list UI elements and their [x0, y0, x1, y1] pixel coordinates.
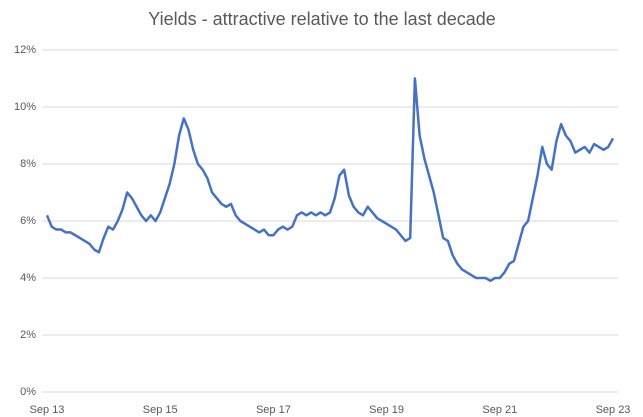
x-tick-label: Sep 13: [30, 404, 65, 416]
y-tick-label: 6%: [20, 215, 36, 227]
x-tick-label: Sep 15: [143, 404, 178, 416]
series-line: [45, 77, 615, 283]
x-tick-label: Sep 23: [596, 404, 631, 416]
y-tick-label: 10%: [14, 101, 36, 113]
y-tick-label: 12%: [14, 44, 36, 56]
x-tick-label: Sep 19: [369, 404, 404, 416]
x-tick-label: Sep 21: [482, 404, 517, 416]
y-tick-label: 2%: [20, 329, 36, 341]
chart-title: Yields - attractive relative to the last…: [148, 9, 496, 29]
y-tick-label: 4%: [20, 272, 36, 284]
y-tick-label: 8%: [20, 158, 36, 170]
x-tick-label: Sep 17: [256, 404, 291, 416]
y-tick-label: 0%: [20, 386, 36, 398]
